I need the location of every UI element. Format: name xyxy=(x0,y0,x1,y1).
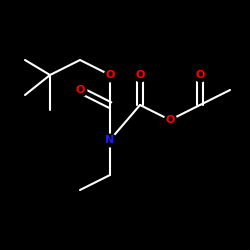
Text: N: N xyxy=(106,135,114,145)
Text: O: O xyxy=(195,70,205,80)
Text: O: O xyxy=(105,70,115,80)
Text: O: O xyxy=(135,70,145,80)
Text: O: O xyxy=(165,115,175,125)
Text: O: O xyxy=(75,85,85,95)
